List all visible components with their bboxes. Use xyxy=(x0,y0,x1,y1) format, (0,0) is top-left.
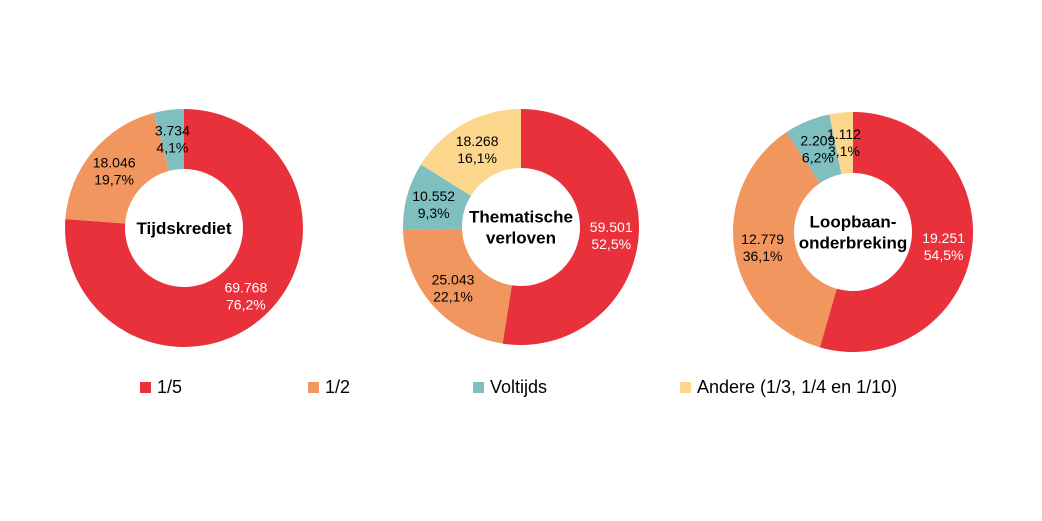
data-label-percent: 9,3% xyxy=(418,205,450,221)
donut-slice xyxy=(403,164,471,231)
data-label-value: 19.251 xyxy=(922,230,965,246)
data-label-value: 59.501 xyxy=(590,219,633,235)
donut-center-title: Tijdskrediet xyxy=(136,219,231,238)
legend-swatch xyxy=(473,382,484,393)
legend-swatch xyxy=(308,382,319,393)
data-label-value: 25.043 xyxy=(432,272,475,288)
donut-slice xyxy=(153,109,184,171)
data-label-value: 69.768 xyxy=(224,280,267,296)
data-label-percent: 16,1% xyxy=(457,150,497,166)
legend-label: Andere (1/3, 1/4 en 1/10) xyxy=(697,377,898,397)
donut-slice xyxy=(65,112,170,224)
donut-slice xyxy=(819,112,973,352)
legend-label: Voltijds xyxy=(490,377,548,397)
data-label-value: 2.209 xyxy=(800,133,835,149)
donut-center-title: onderbreking xyxy=(799,234,908,253)
data-label-percent: 19,7% xyxy=(94,172,134,188)
donut-slice xyxy=(733,132,837,348)
legend-swatch xyxy=(140,382,151,393)
data-label-value: 1.112 xyxy=(827,126,861,142)
legend-item-andere: Andere (1/3, 1/4 en 1/10) xyxy=(680,377,897,398)
donut-slice xyxy=(502,109,639,346)
donut-center-title: Thematische xyxy=(469,208,573,227)
data-label-value: 18.268 xyxy=(456,133,499,149)
donut-slice xyxy=(65,109,304,348)
legend-item-voltijds: Voltijds xyxy=(473,377,547,398)
data-label-value: 10.552 xyxy=(412,188,455,204)
data-label-percent: 6,2% xyxy=(802,150,834,166)
data-label-value: 12.779 xyxy=(741,231,784,247)
legend-item-1-5: 1/5 xyxy=(140,377,182,398)
legend-label: 1/2 xyxy=(325,377,351,397)
data-label-percent: 52,5% xyxy=(591,236,631,252)
data-label-percent: 36,1% xyxy=(743,248,783,264)
legend-item-1-2: 1/2 xyxy=(308,377,350,398)
data-label-percent: 76,2% xyxy=(226,297,266,313)
legend-label: 1/5 xyxy=(157,377,183,397)
data-label-percent: 4,1% xyxy=(156,140,188,156)
data-label-percent: 54,5% xyxy=(924,247,964,263)
donut-slice xyxy=(403,228,512,344)
donut-slice xyxy=(786,114,842,183)
data-label-percent: 22,1% xyxy=(433,289,473,305)
donut-center-title: verloven xyxy=(486,229,556,248)
donut-slice xyxy=(829,112,853,175)
data-label-value: 18.046 xyxy=(93,155,136,171)
donut-center-title: Loopbaan- xyxy=(810,213,897,232)
data-label-percent: 3,1% xyxy=(828,143,860,159)
data-label-value: 3.734 xyxy=(155,123,190,139)
donut-slice xyxy=(420,109,521,196)
legend-swatch xyxy=(680,382,691,393)
